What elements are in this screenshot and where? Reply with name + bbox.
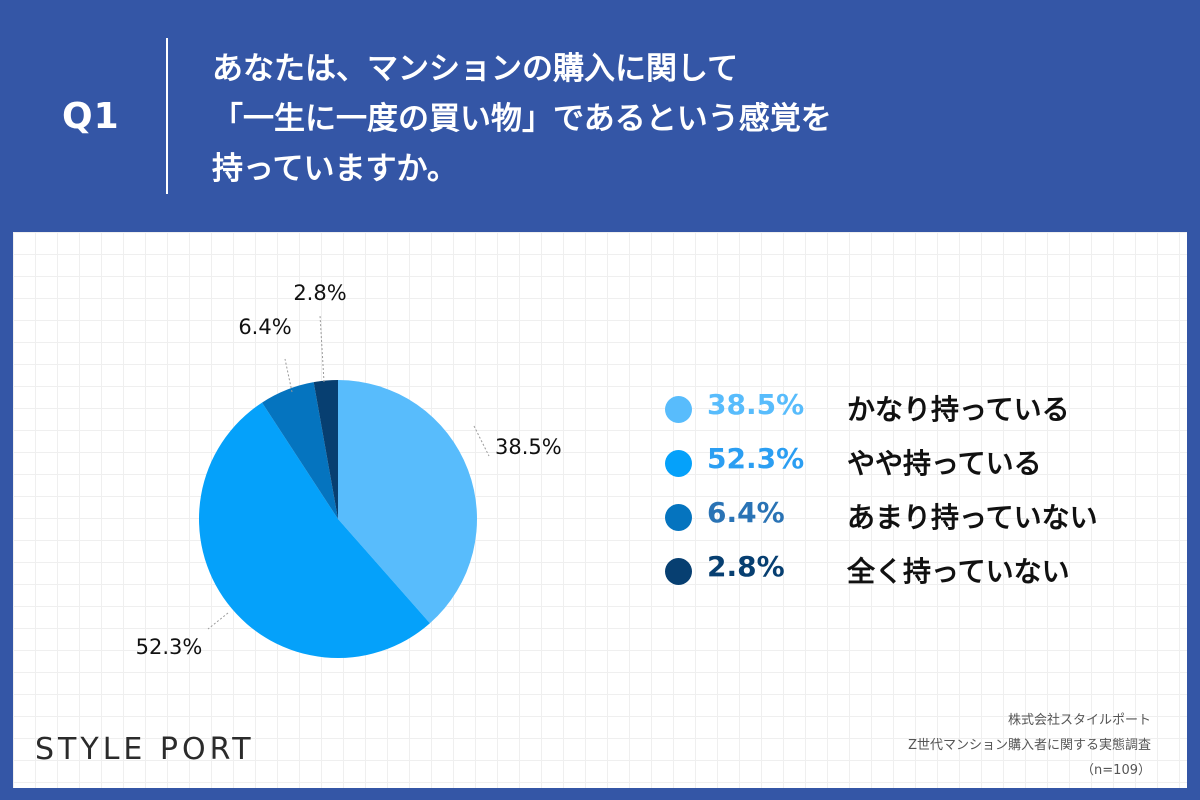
pie-chart: 38.5% 52.3% 6.4%2.8%	[136, 281, 562, 659]
legend: 38.5% かなり持っている 52.3% やや持っている 6.4% あまり持って…	[665, 382, 1145, 598]
legend-item: 2.8% 全く持っていない	[665, 544, 1145, 598]
data-label: 6.4%	[238, 315, 291, 339]
legend-percent: 2.8%	[707, 550, 785, 583]
source-line: （n=109）	[1081, 763, 1151, 778]
legend-label: 全く持っていない	[847, 555, 1070, 588]
question-header: Q1 あなたは、マンションの購入に関して 「一生に一度の買い物」であるという感覚…	[0, 0, 1200, 232]
question-line-1: あなたは、マンションの購入に関して	[212, 51, 739, 87]
legend-swatch	[665, 504, 692, 531]
slice-yaya	[199, 402, 430, 658]
legend-percent: 6.4%	[707, 496, 785, 529]
leader-line	[207, 612, 229, 630]
data-label: 38.5%	[495, 435, 562, 459]
header-divider	[166, 38, 168, 194]
slice-kanari	[338, 380, 478, 624]
data-label: 2.8%	[293, 281, 346, 305]
brand-logo: STYLE PORT	[35, 732, 255, 767]
legend-percent: 38.5%	[707, 388, 805, 421]
source-line: Z世代マンション購入者に関する実態調査	[908, 738, 1151, 753]
legend-label: あまり持っていない	[847, 501, 1098, 534]
legend-swatch	[665, 396, 692, 423]
question-line-2: 「一生に一度の買い物」であるという感覚を	[212, 101, 832, 137]
leader-line	[319, 314, 325, 383]
legend-swatch	[665, 450, 692, 477]
legend-label: やや持っている	[847, 447, 1042, 480]
data-label: 52.3%	[136, 635, 203, 659]
leader-line	[284, 358, 293, 393]
legend-item: 52.3% やや持っている	[665, 436, 1145, 490]
question-number: Q1	[62, 96, 120, 137]
legend-label: かなり持っている	[847, 393, 1070, 426]
legend-swatch	[665, 558, 692, 585]
legend-item: 38.5% かなり持っている	[665, 382, 1145, 436]
chart-panel: 38.5% 52.3% 6.4% 2.8% 38.5% かなり持っている 52.3% …	[13, 232, 1187, 788]
source-note: 株式会社スタイルポート Z世代マンション購入者に関する実態調査 （n=109）	[908, 708, 1151, 783]
legend-percent: 52.3%	[707, 442, 805, 475]
question-line-3: 持っていますか。	[212, 151, 458, 187]
slice-amari	[262, 382, 338, 519]
slice-mattaku	[313, 380, 338, 519]
source-line: 株式会社スタイルポート	[1007, 713, 1151, 728]
leader-line	[473, 425, 490, 457]
legend-item: 6.4% あまり持っていない	[665, 490, 1145, 544]
question-text: あなたは、マンションの購入に関して 「一生に一度の買い物」であるという感覚を 持…	[212, 44, 1172, 194]
